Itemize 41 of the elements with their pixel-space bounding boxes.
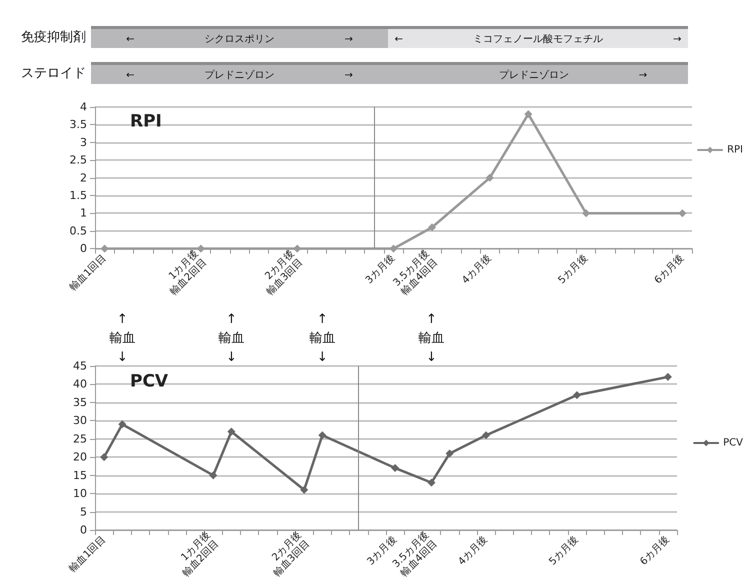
x-tick-label: 2カ月後 輸血3回目: [262, 248, 306, 298]
y-tick-label: 1.5: [70, 189, 87, 202]
y-tick-label: 45: [73, 360, 87, 372]
text: ← ミコフェノール酸モフェチル →: [388, 26, 688, 48]
text: ← シクロスポリン →: [91, 26, 388, 48]
text: ステロイド: [20, 65, 86, 82]
x-tick-label: 5カ月後: [556, 252, 590, 286]
y-tick-label: 1: [80, 206, 87, 220]
y-tick-label: 40: [73, 378, 87, 391]
x-tick-label: 1カ月後 輸血2回目: [178, 529, 222, 579]
y-tick-label: 3.5: [70, 118, 87, 132]
text: ← プレドニゾロン →: [91, 62, 388, 84]
x-tick-label: 1カ月後 輸血2回目: [166, 248, 210, 298]
text: ↑ 輸血 ↓: [109, 312, 136, 365]
y-tick-label: 35: [73, 396, 87, 409]
text: ↑ 輸血 ↓: [418, 312, 444, 365]
y-tick-label: 0.5: [70, 224, 87, 238]
text: プレドニゾロン →: [388, 62, 688, 84]
x-tick-label: 6カ月後: [652, 252, 686, 286]
y-tick-label: 20: [73, 450, 87, 464]
x-tick-label: 5カ月後: [546, 533, 581, 568]
y-tick-label: 15: [73, 468, 87, 482]
x-tick-label: 4カ月後: [459, 252, 494, 286]
chart-title: RPI: [130, 112, 162, 132]
x-tick-label: 2カ月後 輸血3回目: [270, 529, 312, 579]
y-tick-label: 25: [73, 432, 87, 446]
y-tick-label: 3: [80, 136, 87, 149]
y-tick-label: 2: [80, 171, 87, 184]
text: ↑ 輸血 ↓: [309, 312, 336, 365]
y-tick-label: 2.5: [70, 154, 87, 167]
x-tick-label: 6カ月後: [638, 533, 672, 568]
y-tick-label: 4: [80, 100, 87, 114]
y-tick-label: 5: [80, 505, 87, 518]
text: 免疫抑制剤: [20, 29, 86, 46]
legend-label: RPI: [727, 144, 744, 156]
text: ↑ 輸血 ↓: [218, 312, 244, 365]
x-tick-label: 4カ月後: [456, 533, 490, 568]
legend-label: PCV: [723, 438, 744, 448]
y-tick-label: 10: [73, 487, 87, 500]
y-tick-label: 30: [73, 414, 87, 428]
chart-title: PCV: [130, 372, 169, 392]
